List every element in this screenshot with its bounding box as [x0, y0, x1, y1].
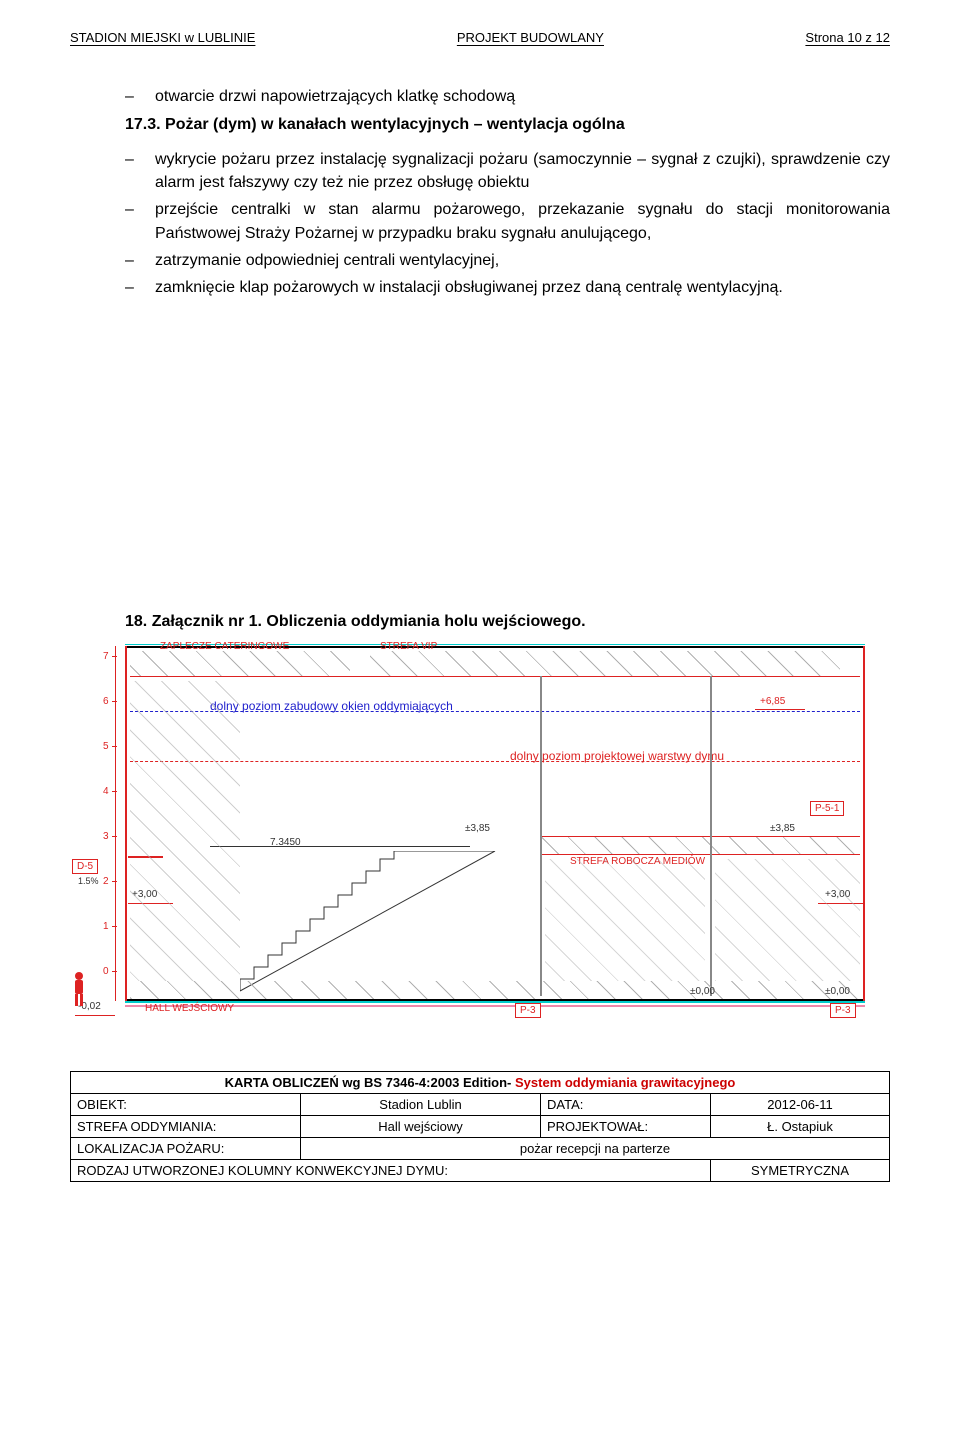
list-item-text: wykrycie pożaru przez instalację sygnali…: [155, 148, 890, 194]
stairs-icon: [240, 851, 500, 1001]
label-hall: HALL WEJŚCIOWY: [145, 1003, 234, 1014]
list-item-text: zamknięcie klap pożarowych w instalacji …: [155, 276, 890, 299]
table-row: LOKALIZACJA POŻARU: pożar recepcji na pa…: [71, 1138, 890, 1160]
sub-list: –wykrycie pożaru przez instalację sygnal…: [125, 148, 890, 299]
label-smoke-layer: dolny poziom projektowej warstwy dymu: [510, 749, 724, 763]
cell-value: 2012-06-11: [711, 1094, 890, 1116]
top-bullet-text: otwarcie drzwi napowietrzających klatkę …: [155, 88, 515, 106]
dash-icon: –: [125, 198, 137, 244]
top-bullet: – otwarcie drzwi napowietrzających klatk…: [125, 88, 890, 106]
dash-icon: –: [125, 148, 137, 194]
list-item-text: przejście centralki w stan alarmu pożaro…: [155, 198, 890, 244]
cell-value: Hall wejściowy: [301, 1116, 541, 1138]
box-p3-r: P-3: [830, 1003, 856, 1018]
header-right: Strona 10 z 12: [805, 30, 890, 45]
list-item-text: zatrzymanie odpowiedniej centrali wentyl…: [155, 249, 890, 272]
dim-0-00-l: ±0,00: [690, 986, 715, 997]
cell-value: Stadion Lublin: [301, 1094, 541, 1116]
dim-6-85-r: +6,85: [760, 696, 785, 707]
dash-icon: –: [125, 249, 137, 272]
person-icon: [70, 971, 90, 1016]
section-title: 17.3. Pożar (dym) w kanałach wentylacyjn…: [125, 116, 890, 134]
label-window-level: dolny poziom zabudowy okien oddymiającyc…: [210, 699, 453, 713]
cell-label: LOKALIZACJA POŻARU:: [71, 1138, 301, 1160]
axis-num: 7: [103, 651, 109, 662]
cell-label: PROJEKTOWAŁ:: [541, 1116, 711, 1138]
label-catering: ZAPLECZE CATERINGOWE: [160, 641, 289, 652]
cell-label: RODZAJ UTWORZONEJ KOLUMNY KONWEKCYJNEJ D…: [71, 1160, 711, 1182]
cell-value: SYMETRYCZNA: [711, 1160, 890, 1182]
pct: 1.5%: [78, 876, 99, 886]
cell-label: OBIEKT:: [71, 1094, 301, 1116]
attachment-title: 18. Załącznik nr 1. Obliczenia oddymiani…: [125, 613, 890, 631]
box-d5: D-5: [72, 859, 98, 874]
header-left: STADION MIEJSKI w LUBLINIE: [70, 30, 255, 45]
header-center: PROJEKT BUDOWLANY: [457, 30, 604, 45]
label-vip: STREFA VIP: [380, 641, 437, 652]
dim-7-3450: 7.3450: [270, 837, 301, 848]
cell-label: DATA:: [541, 1094, 711, 1116]
cell-value: pożar recepcji na parterze: [301, 1138, 890, 1160]
table-title-black: KARTA OBLICZEŃ wg BS 7346-4:2003 Edition…: [225, 1075, 515, 1090]
dim-0-00-r: ±0,00: [825, 986, 850, 997]
dash-icon: –: [125, 88, 137, 106]
axis-num: 2: [103, 876, 109, 887]
table-title-red: System oddymiania grawitacyjnego: [515, 1075, 735, 1090]
table-row: RODZAJ UTWORZONEJ KOLUMNY KONWEKCYJNEJ D…: [71, 1160, 890, 1182]
section-diagram: 7 6 5 4 3 2 1 0 ZAPLECZE CATERINGOWE: [70, 641, 890, 1041]
table-row: STREFA ODDYMIANIA: Hall wejściowy PROJEK…: [71, 1116, 890, 1138]
axis-num: 6: [103, 696, 109, 707]
axis-num: 5: [103, 741, 109, 752]
axis-num: 0: [103, 966, 109, 977]
dim-3-85-l: ±3,85: [465, 823, 490, 834]
table-row: OBIEKT: Stadion Lublin DATA: 2012-06-11: [71, 1094, 890, 1116]
dim-3-85-r: ±3,85: [770, 823, 795, 834]
calc-table: KARTA OBLICZEŃ wg BS 7346-4:2003 Edition…: [70, 1071, 890, 1182]
table-title: KARTA OBLICZEŃ wg BS 7346-4:2003 Edition…: [71, 1072, 890, 1094]
cell-value: Ł. Ostapiuk: [711, 1116, 890, 1138]
cell-label: STREFA ODDYMIANIA:: [71, 1116, 301, 1138]
axis-num: 1: [103, 921, 109, 932]
box-p3-l: P-3: [515, 1003, 541, 1018]
axis-num: 3: [103, 831, 109, 842]
axis-num: 4: [103, 786, 109, 797]
dash-icon: –: [125, 276, 137, 299]
box-p5-1: P-5-1: [810, 801, 844, 816]
